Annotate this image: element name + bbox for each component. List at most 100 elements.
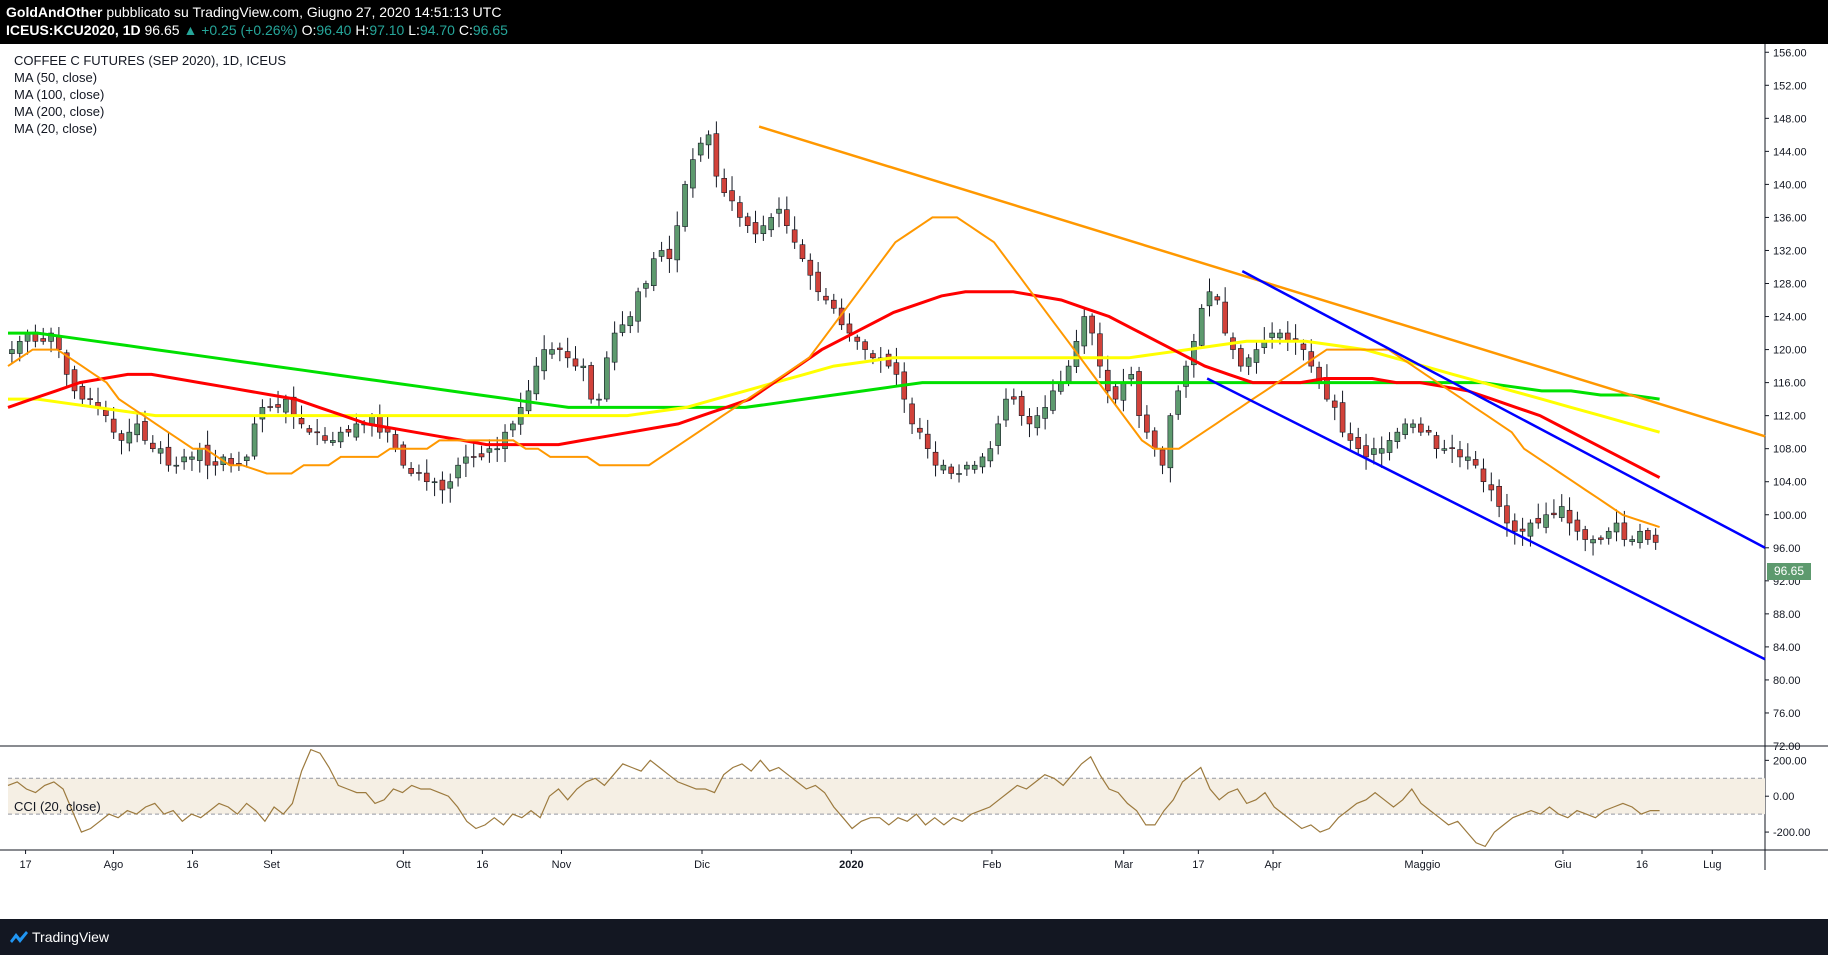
candle-body [1590,539,1596,544]
candle-body [306,428,313,433]
candle-body [948,466,955,474]
price-tick-label: 100.00 [1773,510,1807,522]
price-chart[interactable]: 156.00 152.00 148.00 144.00 140.00 136.00 132.… [0,44,1828,919]
legend-title[interactable]: COFFEE C FUTURES (SEP 2020), 1D, ICEUS [14,53,287,68]
candle-body [298,418,305,425]
candle-body [909,403,915,425]
symbol[interactable]: ICEUS:KCU2020, 1D [6,22,141,38]
candle-body [1472,459,1479,466]
candle-body [353,423,360,438]
candle-body [1613,522,1620,533]
candle-body [1198,307,1205,346]
candle-body [1465,456,1471,461]
candle-body [63,352,70,375]
candle-body [1449,447,1455,449]
time-tick-label: Set [263,859,280,871]
candle-body [173,464,180,467]
low-label: L: [408,22,420,38]
candle-body [142,421,148,441]
channel-lower-line[interactable] [1206,377,1766,661]
open-label: O: [301,22,317,38]
time-tick-label: Lug [1703,859,1721,871]
candle-body [283,398,289,413]
cci-legend[interactable]: CCI (20, close) [14,799,101,814]
price-change: +0.25 (+0.26%) [201,22,298,38]
up-arrow-icon: ▲ [183,22,198,38]
candle-body [431,481,438,484]
candle-body [705,134,712,146]
candle-body [1402,423,1408,435]
author-name[interactable]: GoldAndOther [6,4,103,20]
candle-body [48,332,54,342]
channel-upper-line[interactable] [1241,270,1766,549]
candle-body [1637,530,1643,544]
candle-body [1042,407,1048,419]
candle-body [1050,390,1056,411]
candle-body [1347,433,1354,441]
candle-body [1151,430,1158,449]
candle-body [150,442,156,449]
time-tick-label: Maggio [1404,859,1440,871]
legend-ma20[interactable]: MA (20, close) [14,121,98,136]
candle-body [932,451,939,466]
time-tick-label: Giu [1554,859,1571,871]
candle-body [56,336,62,350]
legend-ma50[interactable]: MA (50, close) [14,70,98,85]
high-label: H: [355,22,370,38]
candle-body [165,446,172,466]
candle-body [1018,396,1025,416]
candle-body [862,341,868,350]
candle-body [181,456,187,463]
candle-body [666,248,673,260]
price-tick-label: 156.00 [1773,47,1807,59]
candle-body [1621,522,1628,540]
candle-body [377,415,383,433]
candle-body [627,316,634,327]
price-tick-label: 112.00 [1773,411,1806,423]
candle-body [807,259,814,276]
candle-body [1425,430,1432,433]
candle-body [1629,539,1635,542]
candle-body [510,423,516,431]
candle-body [1183,365,1189,387]
candle-body [1011,396,1017,400]
candle-body [1238,348,1244,367]
candle-body [580,365,587,368]
time-tick-label: 2020 [839,859,863,871]
candle-body [564,351,571,359]
ma200-line [8,331,1660,409]
candle-body [1128,374,1135,380]
candle-body [196,448,203,461]
candle-body [940,464,947,471]
candle-body [204,444,211,466]
candle-body [870,353,876,359]
candle-body [1136,371,1142,416]
candle-body [1159,449,1166,466]
tradingview-brand[interactable]: TradingView [32,929,110,945]
candle-body [1214,296,1221,301]
candle-body [1371,448,1377,455]
candle-body [1598,537,1604,540]
price-tick-label: 120.00 [1773,345,1807,357]
candle-body [635,291,641,322]
candle-body [1003,398,1009,421]
candle-body [588,365,594,400]
legend-ma100[interactable]: MA (100, close) [14,87,105,102]
candle-body [964,464,970,470]
candle-body [408,468,414,474]
candle-body [87,398,93,400]
time-tick-label: 17 [19,859,31,871]
candle-body [1167,415,1174,469]
candle-body [79,386,86,400]
candle-body [478,453,485,458]
legend-ma200[interactable]: MA (200, close) [14,104,105,119]
candle-body [917,427,923,433]
price-tick-label: 132.00 [1773,245,1807,257]
high-value: 97.10 [369,22,405,38]
candle-body [157,448,164,454]
candle-body [1652,534,1659,543]
candle-body [752,222,759,235]
candle-body [713,133,720,177]
price-tick-label: 148.00 [1773,113,1807,125]
candle-body [1026,416,1033,425]
